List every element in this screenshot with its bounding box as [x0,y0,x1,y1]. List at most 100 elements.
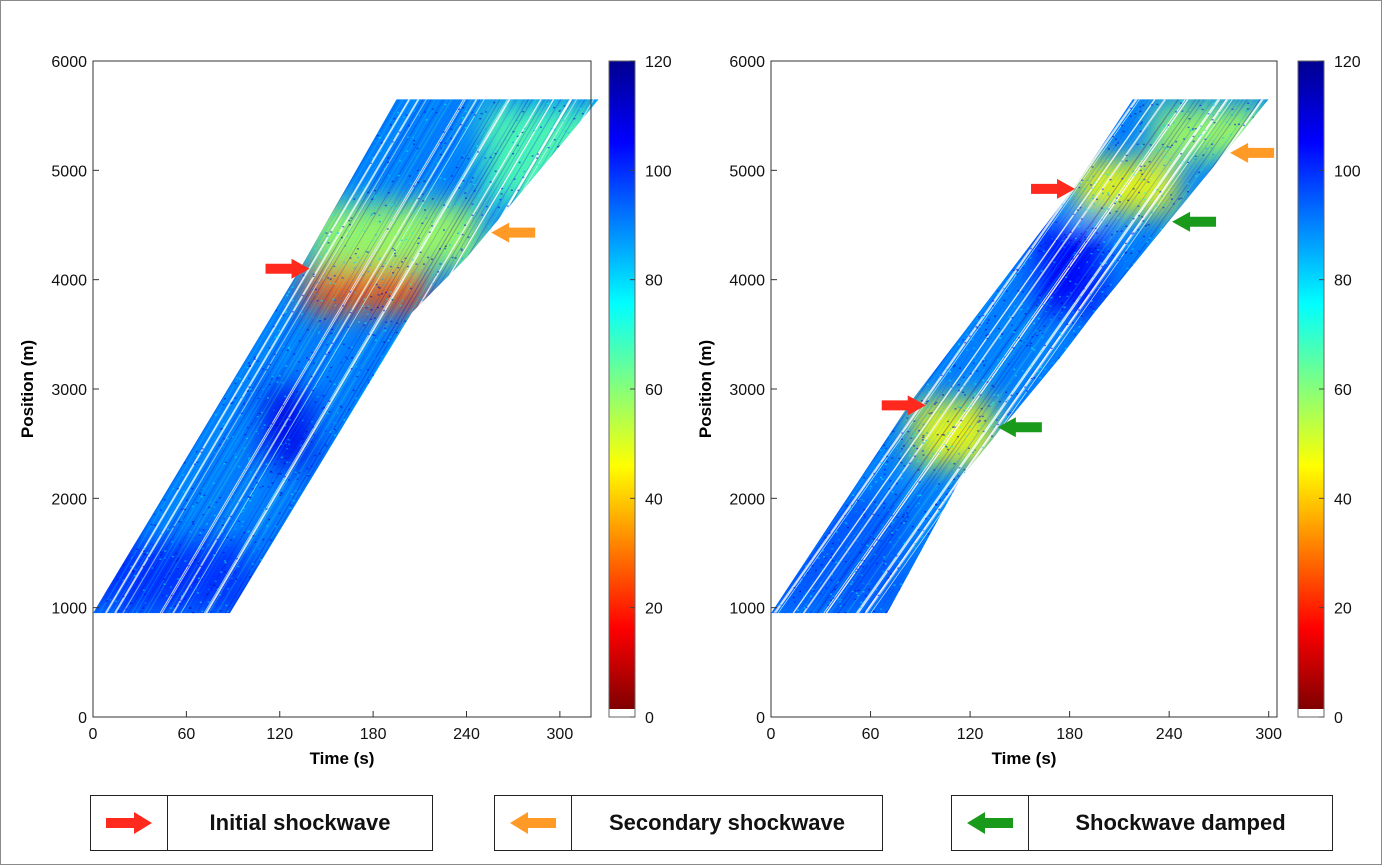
speed-sample [378,214,381,216]
speed-sample [906,417,909,419]
speed-sample [1097,249,1100,251]
speed-sample [331,213,334,216]
speed-sample [897,567,900,569]
speed-sample [362,305,365,307]
speed-sample [247,362,250,364]
speed-sample [1016,393,1019,395]
speed-sample [525,106,528,108]
speed-sample [265,508,268,510]
speed-sample [1078,240,1081,243]
speed-sample [1090,187,1093,189]
speed-sample [1113,243,1116,245]
speed-sample [981,446,984,449]
colorbar-tick-label: 80 [1334,273,1352,290]
speed-sample [928,515,931,517]
speed-sample [1022,343,1025,346]
speed-sample [1040,270,1043,272]
speed-sample [885,611,888,613]
speed-sample [920,400,923,402]
speed-sample [928,412,931,415]
speed-sample [306,383,309,386]
speed-sample [478,194,481,197]
speed-sample [900,461,903,464]
y-tick-label: 6000 [51,54,87,71]
speed-sample [439,194,442,197]
vehicle-trajectory [103,99,408,614]
speed-sample [311,388,314,390]
speed-sample [862,582,865,585]
speed-sample [1024,339,1027,342]
speed-sample [291,286,294,288]
speed-sample [298,490,301,492]
speed-sample [312,426,315,428]
speed-sample [176,488,179,490]
speed-sample [1172,203,1175,205]
speed-sample [465,197,468,199]
speed-sample [536,153,539,155]
speed-sample [891,532,894,534]
speed-sample [1082,223,1085,225]
speed-sample [883,506,886,509]
speed-sample [362,230,365,232]
speed-sample [384,204,387,207]
speed-sample [332,429,335,432]
speed-sample [444,142,447,145]
speed-sample [247,457,250,459]
speed-sample [387,161,390,164]
speed-sample [991,384,994,387]
speed-sample [381,305,384,308]
speed-sample [938,374,941,376]
speed-sample [838,543,841,545]
speed-sample [1207,113,1210,115]
speed-sample [1072,253,1075,256]
speed-sample [1029,318,1032,320]
speed-sample [302,365,305,368]
speed-sample [284,420,287,423]
speed-sample [909,499,912,501]
speed-sample [342,343,345,346]
speed-sample [1082,288,1085,290]
speed-sample [209,612,212,614]
speed-sample [1005,290,1008,292]
speed-sample [964,394,967,396]
speed-sample [291,299,294,302]
speed-sample [1213,121,1216,124]
speed-sample [256,415,259,418]
speed-sample [959,406,962,409]
vehicle-trajectory [771,99,1119,614]
speed-sample [223,517,226,520]
speed-sample [288,419,291,421]
speed-sample [493,101,496,104]
speed-sample [326,344,329,346]
vehicle-trajectory [771,99,1132,614]
speed-sample [1182,160,1185,163]
speed-sample [1030,269,1033,272]
speed-sample [852,494,855,496]
colorbar-tick-label: 40 [645,491,663,508]
speed-sample [879,476,882,479]
speed-sample [121,579,124,581]
speed-sample [1039,250,1042,253]
speed-sample [411,272,414,275]
speed-sample [987,405,990,407]
speed-sample [908,462,911,465]
speed-sample [350,368,353,370]
x-tick-label: 300 [547,726,574,743]
speed-sample [456,118,459,121]
speed-sample [471,203,474,205]
speed-sample [383,309,386,312]
speed-sample [153,513,156,516]
speed-sample [952,426,955,428]
speed-sample [213,584,216,587]
legend-secondary-shockwave: Secondary shockwave [494,795,883,851]
speed-sample [196,463,199,465]
speed-sample [1108,250,1111,252]
speed-sample [341,362,344,364]
speed-sample [350,309,353,311]
speed-sample [1108,174,1111,176]
speed-sample [1192,140,1195,143]
speed-sample [256,482,259,484]
speed-sample [405,114,408,116]
speed-sample [547,146,550,149]
